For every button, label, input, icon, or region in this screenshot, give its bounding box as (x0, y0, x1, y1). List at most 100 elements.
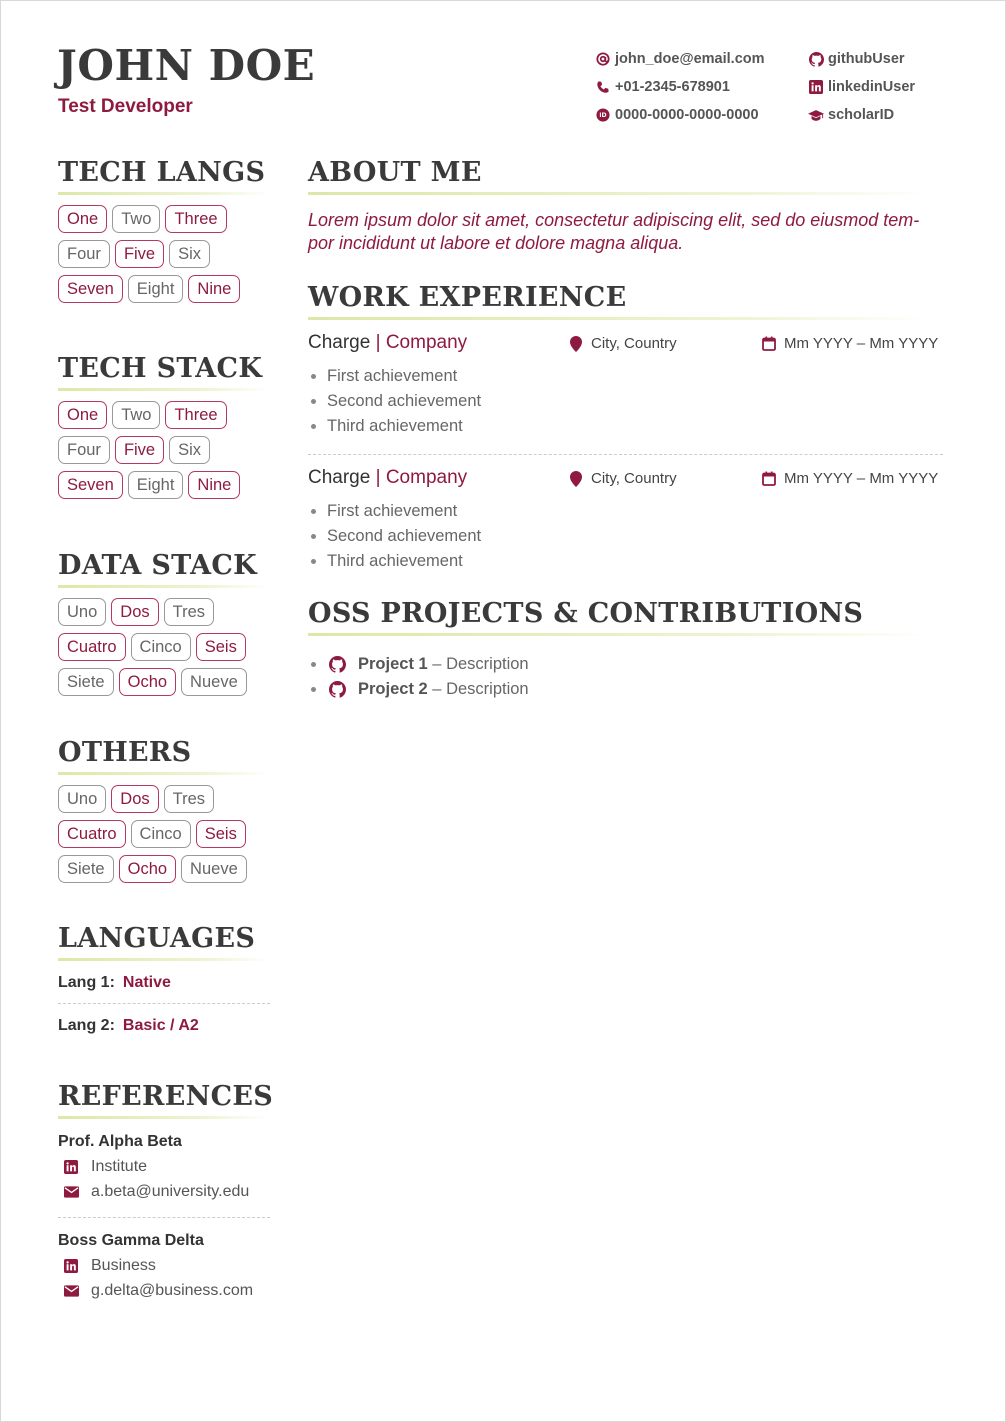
section-references: REFERENCES Prof. Alpha Beta Institute a.… (58, 1081, 274, 1300)
graduation-cap-icon (808, 107, 824, 123)
job-separator: | (375, 332, 381, 353)
skill-tag: Six (169, 240, 211, 268)
achievement-list: First achievement Second achievement Thi… (308, 364, 481, 439)
skill-tag: Four (58, 240, 110, 268)
tag-list: Uno Dos Tres Cuatro Cinco Seis Siete Ocho Nueve (58, 598, 270, 696)
section-work-experience: WORK EXPERIENCE Charge | Company City, C… (308, 282, 943, 570)
map-pin-icon (568, 335, 584, 352)
job-dates: Mm YYYY – Mm YYYY (761, 470, 938, 487)
project-description: Description (446, 655, 529, 673)
job-charge: Charge (308, 332, 371, 353)
section-oss-projects: OSS PROJECTS & CONTRIBUTIONS Project 1 –… (308, 598, 943, 702)
tag-row: Siete Ocho Nueve (58, 855, 270, 883)
calendar-icon (761, 336, 777, 352)
section-title: REFERENCES (58, 1081, 274, 1112)
skill-tag: Five (114, 436, 165, 464)
skill-tag: Nine (188, 471, 241, 499)
skill-tag: One (58, 401, 108, 429)
project-item[interactable]: Project 1 – Description (308, 652, 943, 677)
skill-tag: Nueve (181, 668, 247, 696)
map-pin-icon (568, 470, 584, 487)
achievement-item: Second achievement (308, 389, 481, 414)
envelope-icon (63, 1283, 79, 1299)
section-title: LANGUAGES (58, 923, 256, 954)
skill-tag: Tres (163, 598, 215, 626)
reference-name: Prof. Alpha Beta (58, 1133, 182, 1150)
skill-tag: Eight (127, 471, 184, 499)
section-tech-stack: TECH STACK One Two Three Four Five Six Seven Ei… (58, 353, 270, 506)
skill-tag: Eight (127, 275, 184, 303)
about-text: Lorem ipsum dolor sit amet, consectetur … (308, 210, 920, 253)
reference-email[interactable]: g.delta@business.com (58, 1282, 270, 1300)
section-title: WORK EXPERIENCE (308, 282, 627, 313)
orcid-icon: iD (595, 107, 611, 123)
tag-list: One Two Three Four Five Six Seven Eight Nine (58, 205, 270, 303)
tag-list: One Two Three Four Five Six Seven Eight Nine (58, 401, 270, 499)
skill-tag: Seis (195, 633, 246, 661)
project-name: Project 2 (358, 680, 428, 698)
tag-row: Seven Eight Nine (58, 471, 270, 499)
language-level: Basic / A2 (122, 1017, 199, 1034)
achievement-item: Third achievement (308, 414, 481, 439)
achievement-item: Third achievement (308, 549, 481, 574)
job-location: City, Country (568, 470, 677, 487)
tag-row: Seven Eight Nine (58, 275, 270, 303)
contact-email[interactable]: john_doe@email.com (595, 45, 765, 73)
contact-github[interactable]: githubUser (808, 45, 915, 73)
section-languages: LANGUAGES Lang 1: Native Lang 2: Basic / A… (58, 923, 270, 1046)
skill-tag: Siete (58, 668, 114, 696)
tag-row: Cuatro Cinco Seis (58, 820, 270, 848)
reference-org[interactable]: Institute (58, 1158, 270, 1176)
skill-tag: Ocho (118, 855, 177, 883)
section-about: ABOUT ME Lorem ipsum dolor sit amet, con… (308, 157, 943, 255)
job-header: Charge | Company (308, 332, 467, 354)
section-underline (58, 958, 270, 961)
github-icon (329, 681, 346, 698)
section-others: OTHERS Uno Dos Tres Cuatro Cinco Seis Siete Och… (58, 737, 270, 890)
divider (58, 1217, 270, 1218)
skill-tag: Cuatro (58, 633, 126, 661)
skill-tag: Three (165, 401, 227, 429)
skill-tag: Nueve (181, 855, 247, 883)
divider (58, 1003, 270, 1004)
contact-scholar[interactable]: scholarID (808, 101, 915, 129)
job-company: Company (385, 467, 468, 488)
skill-tag: Siete (58, 855, 114, 883)
reference-org[interactable]: Business (58, 1257, 270, 1275)
achievement-list: First achievement Second achievement Thi… (308, 499, 481, 574)
job-company: Company (385, 332, 468, 353)
skill-tag: Cinco (130, 633, 191, 661)
job-separator: | (375, 467, 381, 488)
contact-linkedin[interactable]: linkedinUser (808, 73, 915, 101)
phone-icon (595, 79, 611, 95)
section-tech-langs: TECH LANGS One Two Three Four Five Six Seven Ei… (58, 157, 270, 310)
skill-tag: Seven (58, 471, 123, 499)
skill-tag: Dos (111, 598, 159, 626)
github-icon (329, 656, 346, 673)
job-entry: Charge | Company City, Country Mm YYYY –… (308, 320, 943, 435)
reference-email[interactable]: a.beta@university.edu (58, 1183, 270, 1201)
reference-name: Boss Gamma Delta (58, 1232, 204, 1249)
section-underline (58, 772, 270, 775)
tag-row: Uno Dos Tres (58, 785, 270, 813)
language-item: Lang 2: Basic / A2 (58, 1017, 199, 1034)
project-name: Project 1 (358, 655, 428, 673)
svg-text:iD: iD (599, 112, 606, 119)
tag-row: Uno Dos Tres (58, 598, 270, 626)
language-item: Lang 1: Native (58, 974, 171, 991)
tag-row: Cuatro Cinco Seis (58, 633, 270, 661)
skill-tag: Three (165, 205, 227, 233)
project-item[interactable]: Project 2 – Description (308, 677, 943, 702)
tag-row: One Two Three (58, 401, 270, 429)
tag-row: Four Five Six (58, 436, 270, 464)
contact-orcid[interactable]: iD 0000-0000-0000-0000 (595, 101, 765, 129)
job-header: Charge | Company (308, 467, 467, 489)
achievement-item: First achievement (308, 364, 481, 389)
achievement-item: First achievement (308, 499, 481, 524)
achievement-item: Second achievement (308, 524, 481, 549)
skill-tag: Seis (195, 820, 246, 848)
contact-phone[interactable]: +01-2345-678901 (595, 73, 765, 101)
section-title: DATA STACK (58, 550, 257, 581)
section-data-stack: DATA STACK Uno Dos Tres Cuatro Cinco Seis Siet… (58, 550, 270, 703)
contacts-left: john_doe@email.com +01-2345-678901 iD 00… (595, 45, 765, 129)
